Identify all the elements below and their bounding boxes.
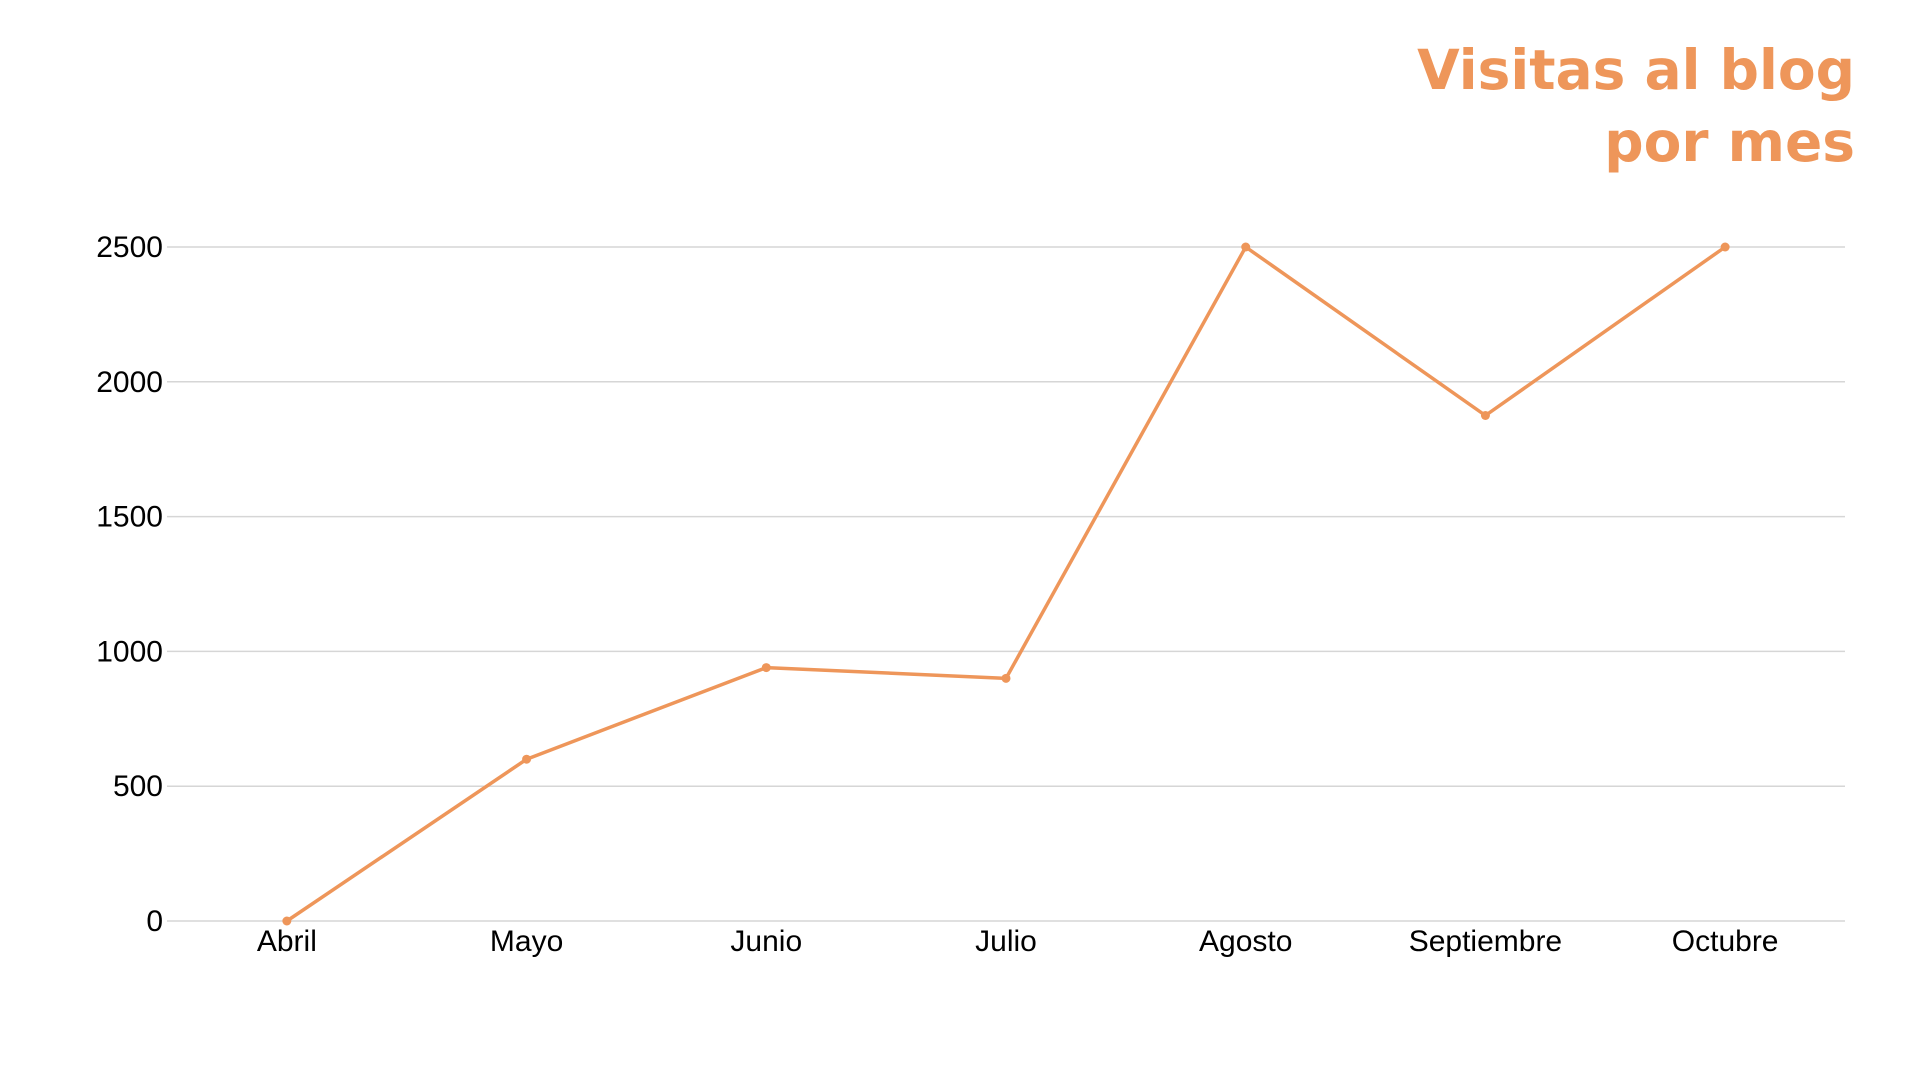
y-tick-label-1000: 1000	[96, 635, 163, 668]
x-axis-tick-labels: Abril Mayo Junio Julio Agosto Septiembre Octub…	[257, 925, 1779, 958]
x-tick-label-octubre: Octubre	[1672, 925, 1779, 958]
y-tick-label-500: 500	[113, 770, 163, 803]
gridlines	[167, 246, 1845, 922]
data-point-abril	[282, 916, 292, 926]
series-group	[282, 242, 1730, 926]
y-tick-label-2500: 2500	[96, 231, 163, 264]
y-axis-tick-labels: 0 500 1000 1500 2000 2500	[96, 231, 163, 938]
x-tick-label-mayo: Mayo	[490, 925, 563, 958]
data-point-junio	[761, 663, 771, 673]
x-tick-label-junio: Junio	[730, 925, 802, 958]
y-tick-label-2000: 2000	[96, 366, 163, 399]
x-tick-label-septiembre: Septiembre	[1409, 925, 1562, 958]
x-tick-label-agosto: Agosto	[1199, 925, 1292, 958]
series-line-0	[285, 245, 1727, 923]
chart-title-line-2: por mes	[1604, 110, 1855, 174]
data-point-julio	[1001, 673, 1011, 683]
data-point-septiembre	[1480, 411, 1490, 420]
data-point-octubre	[1720, 242, 1730, 252]
y-tick-label-0: 0	[146, 905, 163, 938]
x-tick-label-abril: Abril	[257, 925, 317, 958]
data-point-mayo	[522, 754, 532, 764]
chart-title: Visitas al blog por mes	[1155, 34, 1855, 178]
y-tick-label-1500: 1500	[96, 501, 163, 534]
data-point-agosto	[1241, 242, 1251, 252]
chart-title-line-1: Visitas al blog	[1417, 38, 1855, 102]
x-tick-label-julio: Julio	[975, 925, 1037, 958]
